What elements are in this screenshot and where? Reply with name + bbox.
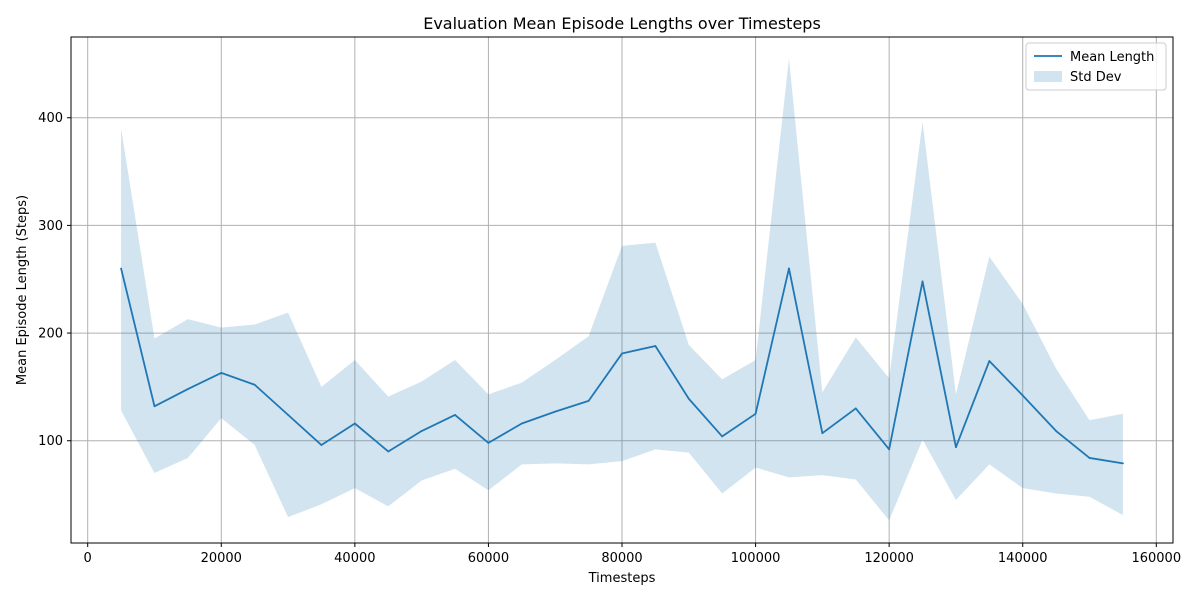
mean-length-point [420,430,423,432]
mean-length-point [721,435,724,438]
x-tick-label: 80000 [601,551,642,566]
mean-length-point [621,352,623,355]
mean-length-point [320,444,323,446]
chart-title: Evaluation Mean Episode Lengths over Tim… [423,14,821,33]
mean-length-point [554,410,557,413]
mean-length-point [687,397,690,400]
x-tick-label: 20000 [201,551,242,566]
x-tick-label: 140000 [998,551,1048,566]
mean-length-point [520,422,523,425]
x-tick-label: 60000 [468,551,509,566]
std-dev-band [121,58,1123,521]
y-axis-ticks: 100 200 300 400 [38,111,71,449]
mean-length-point [487,441,490,444]
x-tick-label: 40000 [334,551,375,566]
mean-length-point [854,407,857,410]
mean-length-point [1122,462,1124,465]
mean-length-point [253,383,256,386]
std-band-layer [121,58,1123,521]
y-axis-label: Mean Episode Length (Steps) [15,195,30,385]
legend-label-std: Std Dev [1070,70,1122,85]
mean-line-layer [120,267,1124,465]
mean-length-point [955,446,957,449]
x-axis-ticks: 0 20000 40000 60000 80000 100000 120000 140000 1… [84,543,1181,566]
mean-length-point [1055,430,1058,432]
legend-box [1025,42,1167,91]
y-tick-label: 200 [38,327,63,342]
x-tick-label: 100000 [731,551,781,566]
mean-length-point [387,450,390,453]
mean-length-point [921,280,924,283]
mean-length-point [754,412,757,415]
mean-length-point [220,372,223,374]
x-tick-label: 120000 [864,551,914,566]
x-tick-label: 160000 [1131,551,1181,566]
legend-label-mean: Mean Length [1070,50,1154,65]
x-tick-label: 0 [84,551,92,566]
mean-length-point [454,413,456,416]
x-axis-label: Timesteps [588,571,656,586]
mean-length-point [888,448,891,451]
y-tick-label: 100 [38,434,63,449]
mean-length-point [654,345,657,347]
legend: Mean Length Std Dev [1025,42,1167,91]
mean-length-point [120,267,122,270]
mean-length-point [1021,394,1024,397]
mean-length-point [186,388,189,390]
mean-length-point [988,360,991,362]
mean-length-point [587,399,590,402]
y-tick-label: 400 [38,111,63,126]
mean-length-point [788,267,790,270]
mean-length-point [287,413,289,416]
mean-length-point [1088,457,1091,459]
mean-length-point [821,432,824,435]
mean-length-point [353,422,356,425]
grid-layer [71,37,1173,543]
legend-band-swatch [1034,71,1062,82]
mean-length-point [153,405,156,408]
y-tick-label: 300 [38,219,63,234]
